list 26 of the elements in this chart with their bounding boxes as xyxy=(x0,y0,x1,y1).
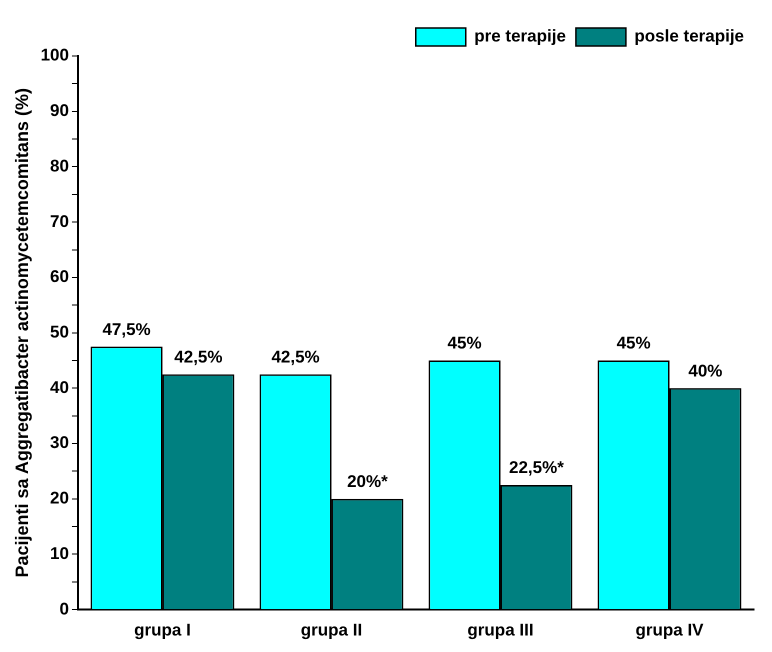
y-axis-title: Pacijenti sa Aggregatibacter actinomycetemcomitans (%) xyxy=(12,88,32,578)
y-tick-label: 10 xyxy=(50,544,69,563)
legend-label: pre terapije xyxy=(474,26,566,46)
y-tick-label: 60 xyxy=(50,267,69,286)
data-label: 45% xyxy=(616,334,651,353)
y-tick-label: 20 xyxy=(50,488,69,508)
data-label: 47,5% xyxy=(102,320,151,339)
x-tick-label: grupa I xyxy=(134,620,191,640)
y-tick-label: 100 xyxy=(40,46,69,65)
data-label: 42,5% xyxy=(174,348,222,367)
data-label: 42,5% xyxy=(271,348,320,367)
x-tick-label: grupa II xyxy=(300,620,362,640)
data-label: 20%* xyxy=(347,472,388,492)
y-tick-label: 90 xyxy=(50,101,69,120)
data-label: 45% xyxy=(448,334,482,353)
data-label: 40% xyxy=(688,361,722,380)
y-tick-label: 30 xyxy=(50,433,69,452)
legend-label: posle terapije xyxy=(634,26,744,46)
y-tick-label: 40 xyxy=(50,378,69,397)
y-tick-label: 50 xyxy=(50,322,69,342)
x-tick-label: grupa III xyxy=(467,620,534,640)
x-tick-label: grupa IV xyxy=(635,620,704,640)
y-tick-label: 80 xyxy=(50,156,69,176)
y-tick-label: 70 xyxy=(50,212,69,231)
y-tick-label: 0 xyxy=(59,599,69,618)
data-label: 22,5%* xyxy=(508,458,564,478)
